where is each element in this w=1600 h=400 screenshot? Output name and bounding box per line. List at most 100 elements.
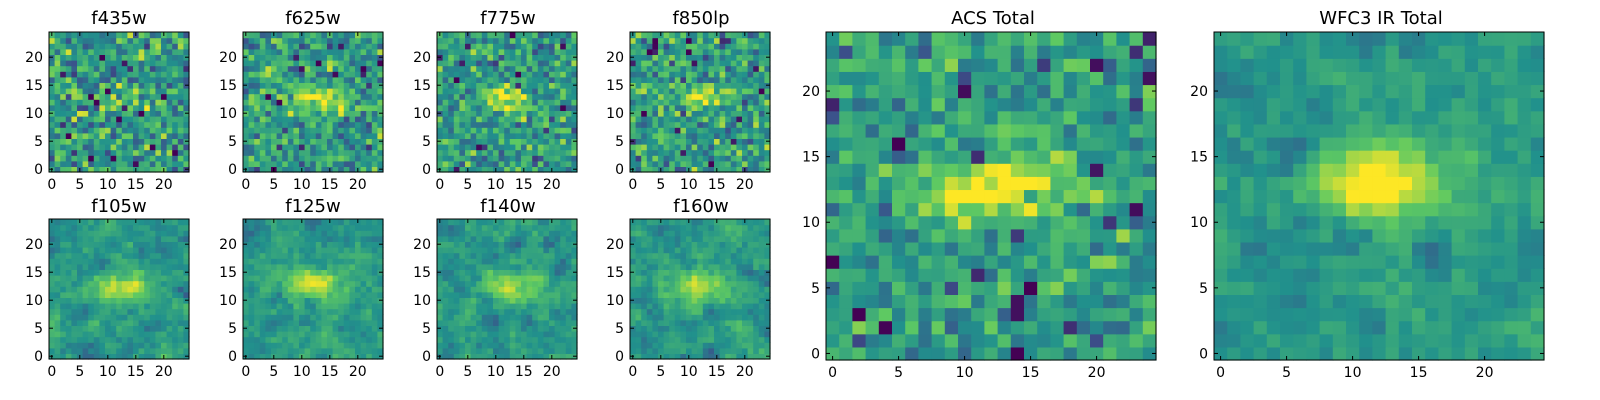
- image-cell: [714, 291, 721, 298]
- image-cell: [526, 48, 533, 55]
- image-cell: [498, 144, 505, 151]
- image-cell: [487, 132, 494, 139]
- image-cell: [674, 303, 681, 310]
- image-cell: [304, 144, 311, 151]
- image-cell: [149, 219, 156, 226]
- image-cell: [652, 110, 659, 117]
- image-cell: [459, 275, 466, 282]
- image-cell: [138, 76, 145, 83]
- image-cell: [77, 104, 84, 111]
- image-cell: [88, 71, 95, 78]
- image-cell: [646, 127, 653, 134]
- image-cell: [646, 297, 653, 304]
- image-cell: [504, 121, 511, 128]
- image-cell: [138, 269, 145, 276]
- image-cell: [543, 127, 550, 134]
- image-cell: [736, 82, 743, 89]
- image-cell: [327, 319, 334, 326]
- image-cell: [71, 132, 78, 139]
- image-cell: [315, 104, 322, 111]
- image-cell: [144, 88, 151, 95]
- image-cell: [327, 132, 334, 139]
- image-cell: [127, 149, 134, 156]
- image-cell: [332, 275, 339, 282]
- image-cell: [343, 219, 350, 226]
- image-cell: [493, 121, 500, 128]
- image-cell: [747, 76, 754, 83]
- image-cell: [248, 331, 255, 338]
- image-cell: [349, 336, 356, 343]
- image-cell: [166, 76, 173, 83]
- image-cell: [470, 32, 477, 39]
- image-cell: [658, 138, 665, 145]
- image-cell: [487, 297, 494, 304]
- image-cell: [571, 308, 578, 315]
- image-cell: [172, 353, 179, 360]
- image-cell: [105, 331, 112, 338]
- image-cell: [166, 127, 173, 134]
- image-cell: [630, 160, 637, 167]
- image-cell: [691, 104, 698, 111]
- image-cell: [526, 258, 533, 265]
- image-cell: [355, 127, 362, 134]
- image-cell: [349, 347, 356, 354]
- image-cell: [293, 37, 300, 44]
- image-cell: [635, 286, 642, 293]
- image-cell: [293, 280, 300, 287]
- image-cell: [448, 160, 455, 167]
- image-cell: [144, 155, 151, 162]
- image-cell: [658, 286, 665, 293]
- image-cell: [747, 342, 754, 349]
- image-cell: [515, 342, 522, 349]
- image-cell: [663, 353, 670, 360]
- image-cell: [327, 155, 334, 162]
- image-cell: [271, 235, 278, 242]
- image-cell: [360, 219, 367, 226]
- image-cell: [515, 37, 522, 44]
- image-cell: [453, 132, 460, 139]
- image-cell: [276, 297, 283, 304]
- image-cell: [549, 149, 556, 156]
- image-cell: [371, 263, 378, 270]
- image-cell: [448, 280, 455, 287]
- image-cell: [155, 116, 162, 123]
- image-cell: [753, 99, 760, 106]
- image-cell: [554, 99, 561, 106]
- image-cell: [526, 60, 533, 67]
- image-cell: [293, 32, 300, 39]
- image-cell: [554, 149, 561, 156]
- image-cell: [161, 280, 168, 287]
- image-cell: [753, 76, 760, 83]
- image-cell: [155, 241, 162, 248]
- image-cell: [93, 149, 100, 156]
- x-tick-label: 5: [463, 364, 472, 380]
- image-cell: [60, 258, 67, 265]
- image-cell: [321, 37, 328, 44]
- image-cell: [515, 71, 522, 78]
- image-cell: [736, 308, 743, 315]
- image-cell: [764, 331, 771, 338]
- image-cell: [105, 65, 112, 72]
- image-cell: [349, 116, 356, 123]
- image-cell: [764, 160, 771, 167]
- image-cell: [442, 138, 449, 145]
- image-cell: [276, 235, 283, 242]
- image-cell: [127, 160, 134, 167]
- image-cell: [144, 76, 151, 83]
- image-cell: [155, 144, 162, 151]
- image-cell: [133, 308, 140, 315]
- image-cell: [327, 347, 334, 354]
- image-cell: [138, 166, 145, 173]
- image-cell: [259, 336, 266, 343]
- image-cell: [99, 82, 106, 89]
- image-cell: [498, 104, 505, 111]
- image-cell: [65, 155, 72, 162]
- image-cell: [371, 93, 378, 100]
- image-cell: [680, 43, 687, 50]
- image-cell: [321, 104, 328, 111]
- image-cell: [343, 76, 350, 83]
- image-cell: [674, 76, 681, 83]
- image-cell: [243, 43, 250, 50]
- image-cell: [554, 71, 561, 78]
